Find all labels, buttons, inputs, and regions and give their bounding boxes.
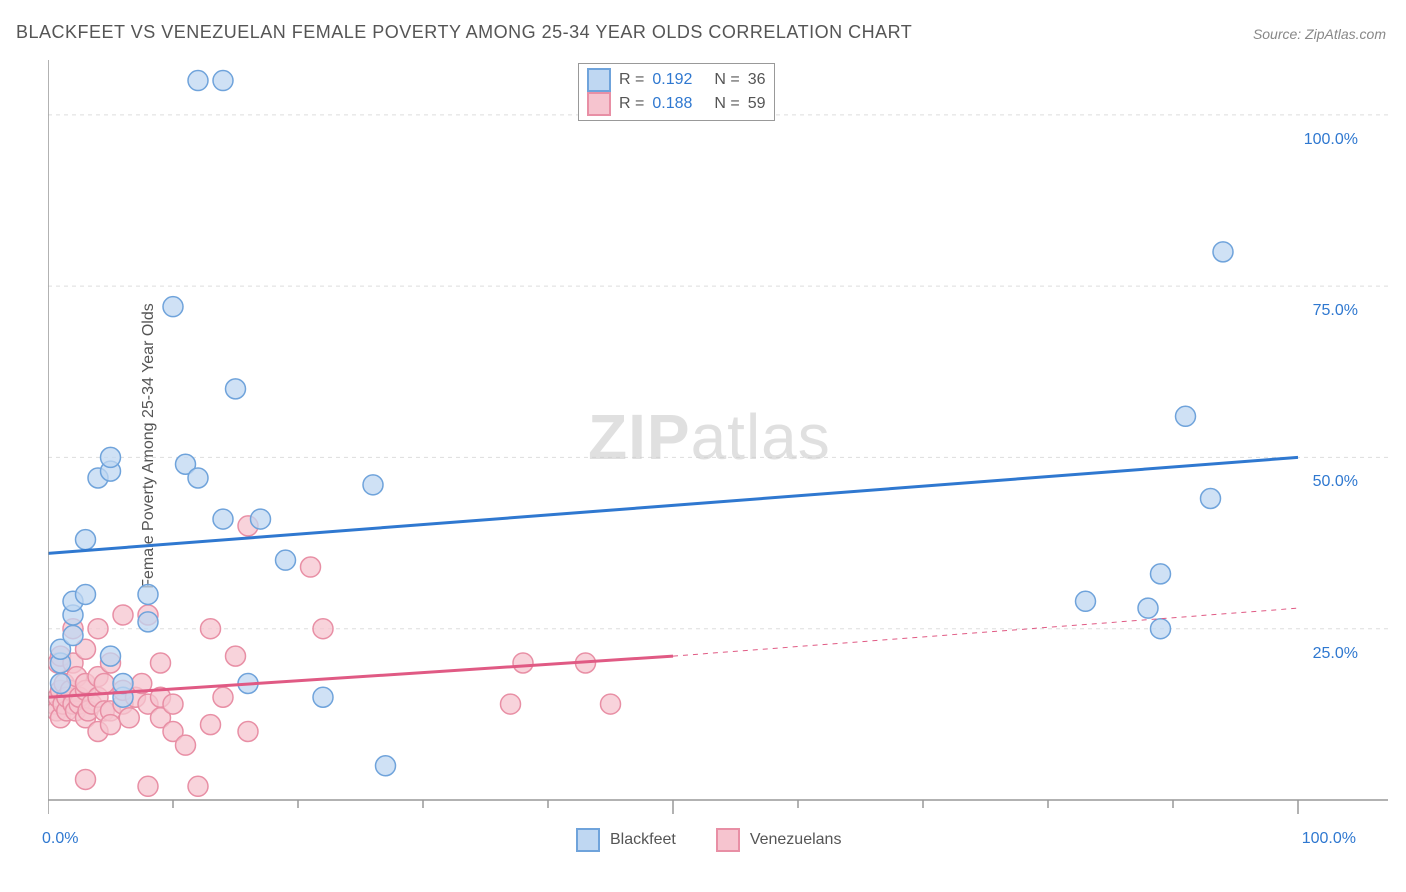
legend-row-venezuelans: R = 0.188 N = 59 [587, 92, 766, 116]
watermark-bold: ZIP [588, 401, 691, 473]
n-label: N = [714, 71, 739, 89]
n-value-blackfeet: 36 [748, 71, 766, 89]
correlation-legend: R = 0.192 N = 36 R = 0.188 N = 59 [578, 63, 775, 121]
y-tick-label: 25.0% [1313, 645, 1358, 663]
legend-row-blackfeet: R = 0.192 N = 36 [587, 68, 766, 92]
r-label: R = [619, 71, 644, 89]
watermark-rest: atlas [691, 401, 831, 473]
r-value-venezuelans: 0.188 [652, 95, 692, 113]
swatch-venezuelans [587, 92, 611, 116]
series-label-venezuelans: Venezuelans [750, 831, 842, 849]
series-legend: Blackfeet Venezuelans [576, 828, 841, 852]
y-tick-label: 50.0% [1313, 473, 1358, 491]
swatch-blackfeet-icon [576, 828, 600, 852]
y-tick-label: 100.0% [1304, 131, 1358, 149]
series-label-blackfeet: Blackfeet [610, 831, 676, 849]
source-attribution: Source: ZipAtlas.com [1253, 26, 1386, 42]
r-label: R = [619, 95, 644, 113]
r-value-blackfeet: 0.192 [652, 71, 692, 89]
swatch-blackfeet [587, 68, 611, 92]
swatch-venezuelans-icon [716, 828, 740, 852]
x-start-label: 0.0% [42, 830, 78, 848]
n-value-venezuelans: 59 [748, 95, 766, 113]
x-end-label: 100.0% [1302, 830, 1356, 848]
n-label: N = [714, 95, 739, 113]
watermark: ZIPatlas [588, 400, 831, 474]
y-tick-label: 75.0% [1313, 302, 1358, 320]
chart-title: BLACKFEET VS VENEZUELAN FEMALE POVERTY A… [16, 22, 912, 43]
chart-area: ZIPatlas R = 0.192 N = 36 R = 0.188 N = … [48, 60, 1388, 830]
